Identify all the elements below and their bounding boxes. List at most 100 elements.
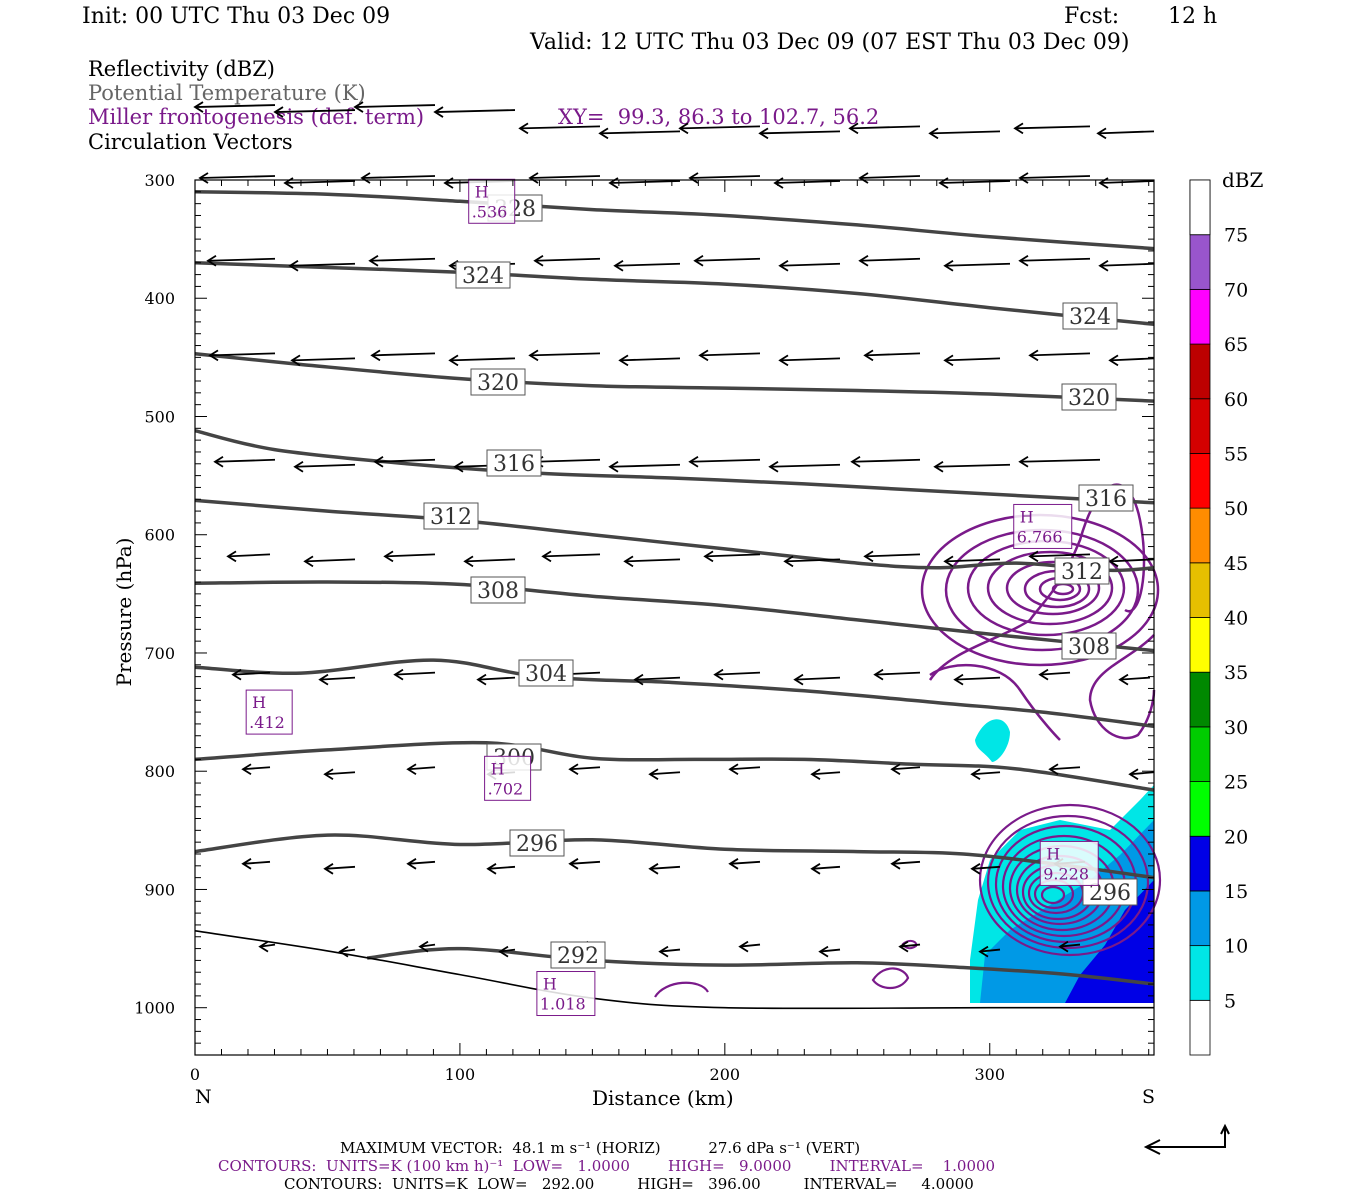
vector-head-7-2 — [393, 668, 404, 681]
vector-shaft-4-5 — [619, 357, 681, 362]
theta-label-316-1: 316 — [1085, 487, 1127, 512]
vector-shaft-6-10 — [1029, 553, 1091, 558]
x-axis-label: Distance (km) — [592, 1086, 734, 1110]
vector-shaft-10-0 — [259, 943, 276, 948]
vector-head-1-4 — [848, 122, 859, 135]
contour-label-layer: 3283243243203203163163123123083083043002… — [245, 178, 1138, 1017]
theta-contour-308 — [194, 580, 1155, 653]
vector-shaft-1-2 — [679, 125, 761, 130]
vector-head-2-10 — [1018, 172, 1029, 184]
theta-label-312-0: 312 — [430, 505, 472, 530]
theta-label-316-0: 316 — [493, 452, 535, 477]
theta-contour-324 — [194, 261, 1155, 327]
fronto-max-value-4: 1.018 — [540, 995, 586, 1014]
vector-head-3-0 — [206, 255, 217, 267]
vector-shaft-9-3 — [487, 865, 516, 870]
colorbar-seg-below — [1189, 999, 1211, 1056]
vector-shaft-6-1 — [304, 558, 356, 563]
reflectivity-blob — [975, 719, 1010, 762]
vector-head-8-8 — [890, 763, 901, 775]
fronto-contour-right — [1088, 634, 1156, 740]
vector-head-4-2 — [370, 349, 381, 362]
colorbar-tick-5: 5 — [1224, 990, 1236, 1012]
vector-head-6-0 — [226, 550, 237, 563]
vector-shaft-10-5 — [659, 948, 681, 953]
x-tick-label-100: 100 — [445, 1065, 476, 1084]
vector-shaft-3-5 — [614, 262, 681, 267]
vector-shaft-3-0 — [207, 257, 276, 262]
vector-shaft-9-8 — [891, 860, 921, 865]
vector-head-3-4 — [533, 255, 544, 267]
vector-shaft-8-0 — [242, 766, 271, 771]
fronto-max-h-3: H — [1046, 844, 1060, 863]
vector-head-9-2 — [406, 858, 417, 870]
fronto-max-h-5: H — [475, 182, 489, 201]
theta-label-box-292-0 — [550, 941, 606, 969]
vector-head-7-3 — [476, 673, 487, 686]
vector-head-5-6 — [688, 456, 699, 468]
vector-shaft-1-6 — [1014, 125, 1091, 130]
forecast-label: Fcst: — [1064, 4, 1120, 29]
colorbar-seg-5 — [1189, 945, 1211, 1001]
vector-head-4-10 — [1028, 349, 1039, 362]
vector-shaft-4-6 — [699, 352, 761, 357]
fronto-max-value-2: 6.766 — [1017, 527, 1063, 546]
vector-head-6-9 — [943, 555, 954, 568]
fronto-max-box-1 — [484, 755, 532, 801]
y-tick-label-800: 800 — [144, 762, 175, 781]
vector-shaft-5-8 — [851, 458, 921, 463]
colorbar-seg-40 — [1189, 562, 1211, 618]
vector-head-10-7 — [818, 945, 829, 958]
vector-shaft-7-1 — [319, 676, 356, 681]
vector-shaft-8-5 — [649, 771, 681, 776]
vector-shaft-3-1 — [289, 262, 356, 267]
vector-shaft-10-2 — [419, 943, 436, 948]
reflectivity-region-15 — [1065, 880, 1154, 1003]
fronto-max-box-3 — [1039, 840, 1099, 886]
colorbar-tick-40: 40 — [1224, 608, 1248, 630]
vector-shaft-0-1 — [274, 109, 356, 113]
vector-shaft-6-0 — [227, 553, 271, 558]
fronto-contour-small — [871, 967, 910, 990]
vector-head-4-8 — [863, 349, 874, 362]
fronto-contour-lower-1 — [978, 803, 1162, 957]
colorbar-tick-55: 55 — [1224, 443, 1248, 465]
theta-label-box-296-0 — [509, 829, 565, 857]
vector-shaft-4-0 — [209, 352, 276, 357]
vector-shaft-7-10 — [1039, 671, 1071, 676]
vector-head-4-0 — [208, 349, 219, 362]
vector-head-3-2 — [368, 255, 379, 267]
fronto-max-h-1: H — [491, 759, 505, 778]
colorbar-seg-25 — [1189, 726, 1211, 782]
vector-shaft-3-4 — [534, 257, 601, 262]
vector-head-1-2 — [678, 122, 689, 135]
vector-shaft-7-3 — [477, 676, 516, 681]
fronto-max-value-1: .702 — [488, 779, 524, 798]
vector-shaft-5-1 — [294, 463, 356, 468]
theta-contour-328 — [194, 190, 1155, 251]
vector-head-8-4 — [568, 763, 579, 775]
theta-label-324-0: 324 — [462, 264, 504, 289]
vector-head-6-7 — [783, 555, 794, 568]
vector-head-10-5 — [658, 945, 669, 958]
fronto-max-h-0: H — [252, 693, 266, 712]
vector-shaft-5-7 — [769, 463, 841, 468]
vector-head-6-5 — [623, 555, 634, 568]
colorbar-seg-15 — [1189, 835, 1211, 892]
reference-vector-up-head — [1220, 1123, 1230, 1135]
legend-theta: Potential Temperature (K) — [88, 81, 366, 105]
vector-head-3-8 — [858, 255, 869, 267]
colorbar-tick-20: 20 — [1224, 826, 1248, 848]
vector-head-3-3 — [448, 260, 459, 272]
vector-head-4-11 — [1108, 354, 1119, 367]
vector-shaft-8-4 — [569, 766, 601, 771]
y-tick-label-700: 700 — [144, 644, 175, 663]
vector-shaft-5-6 — [689, 458, 761, 463]
vector-shaft-6-7 — [784, 558, 841, 563]
vector-head-8-9 — [970, 768, 981, 780]
vector-shaft-3-11 — [1099, 262, 1155, 267]
vector-shaft-4-8 — [864, 352, 921, 357]
fronto-contour-mid — [929, 664, 1061, 741]
theta-label-box-320-0 — [470, 368, 526, 396]
vector-head-9-3 — [486, 863, 497, 875]
